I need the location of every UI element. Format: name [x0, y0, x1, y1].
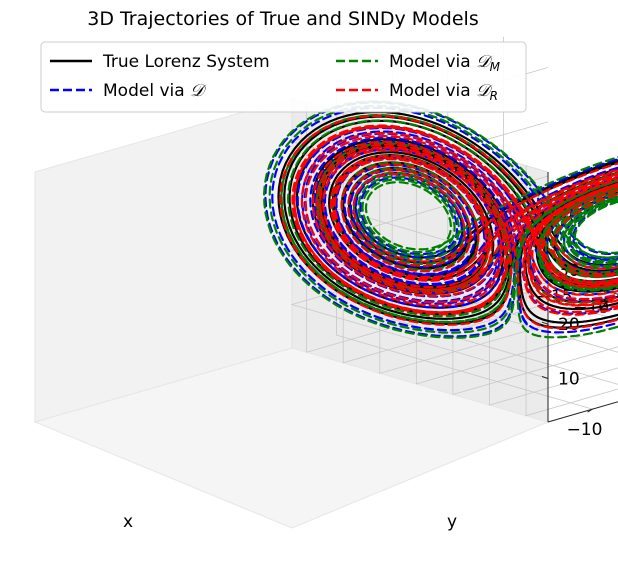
series-line-3 — [279, 114, 618, 330]
legend-label-dr-subscript: R — [490, 89, 498, 103]
chart-title: 3D Trajectories of True and SINDy Models — [87, 8, 479, 30]
legend-label-dr: Model via 𝒟R — [389, 81, 498, 103]
legend-label-dr-text: Model via — [389, 81, 476, 101]
legend-label-d-symbol: 𝒟 — [190, 81, 207, 101]
legend-label-dm-subscript: M — [490, 60, 501, 74]
legend-label-dm-text: Model via — [389, 52, 476, 72]
z-axis-label: z — [600, 295, 609, 315]
grid-line-x — [306, 102, 563, 353]
legend-label-dm-symbol: 𝒟 — [476, 52, 493, 72]
grid-line-x — [452, 144, 618, 396]
legend-entry-d: Model via 𝒟 — [50, 81, 207, 101]
legend-label-dm: Model via 𝒟M — [389, 52, 501, 74]
legend-label-d-text: Model via — [103, 81, 190, 101]
y-axis-label: y — [447, 512, 457, 532]
z-tick-label: 20 — [558, 315, 580, 335]
legend-box — [40, 41, 527, 113]
y-tick-label: −10 — [567, 420, 603, 440]
z-tick — [541, 321, 549, 325]
legend-entry-dr: Model via 𝒟R — [336, 81, 498, 103]
legend-entry-true: True Lorenz System — [50, 52, 270, 72]
x-axis-label: x — [123, 512, 133, 532]
legend-entry-dm: Model via 𝒟M — [336, 52, 501, 74]
z-tick-label: 10 — [558, 370, 580, 390]
legend-label-dr-symbol: 𝒟 — [476, 81, 493, 101]
legend-label-true: True Lorenz System — [102, 52, 270, 72]
legend-label-d: Model via 𝒟 — [103, 81, 207, 101]
trajectories — [263, 100, 618, 339]
z-tick — [541, 376, 549, 379]
series-line-1 — [264, 101, 618, 338]
y-tick — [587, 408, 593, 413]
legend: True Lorenz System Model via 𝒟 Model via… — [40, 41, 527, 113]
grid-line-x — [379, 123, 618, 374]
